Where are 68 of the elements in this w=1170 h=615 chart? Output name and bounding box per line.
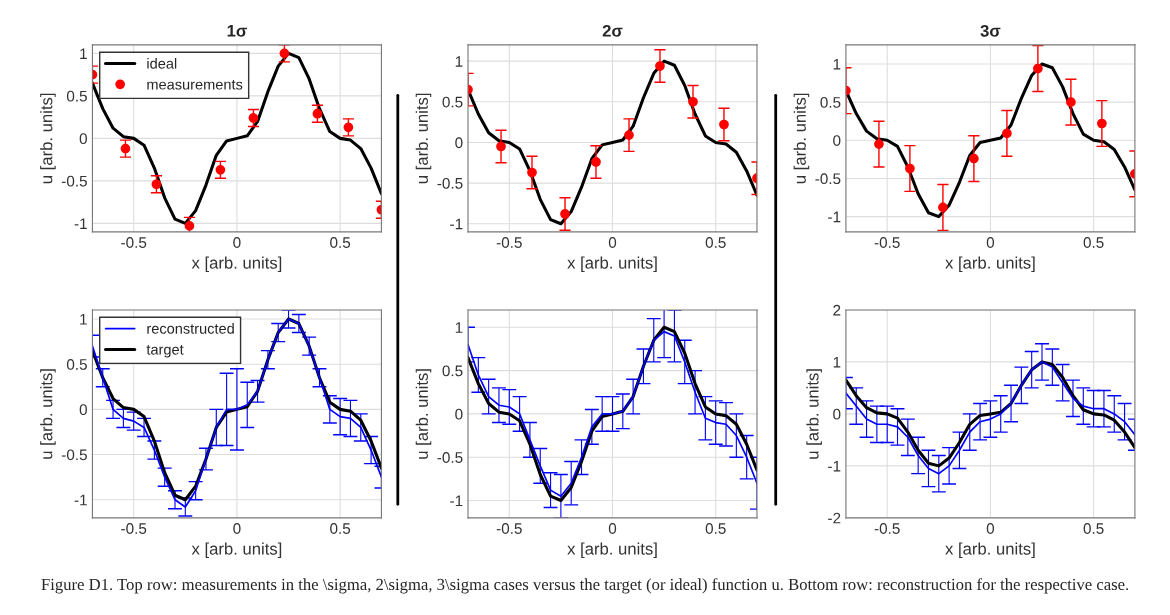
y-axis-title: u [arb. units] [793,93,810,184]
x-axis-title: x [arb. units] [567,542,657,559]
chart-title: 1σ [227,25,247,37]
y-tick-label: 1 [455,322,463,333]
y-tick-label: 0 [455,408,463,420]
chart-title: 2σ [602,24,623,37]
y-tick-label: -0.5 [437,177,463,189]
x-tick-label: -0.5 [496,523,522,534]
x-tick-label: 0.5 [330,523,351,534]
x-tick-label: 0 [233,237,241,248]
x-tick-label: 0 [986,237,995,248]
x-axis-title: x [arb. units] [945,542,1035,559]
x-tick-label: 0.5 [1083,523,1104,534]
x-tick-label: -0.5 [121,523,147,534]
y-tick-label: -0.5 [61,449,87,461]
x-axis-title: x [arb. units] [191,542,282,559]
y-tick-label: 0.5 [820,97,841,108]
legend-label: target [146,345,184,358]
y-tick-label: 2 [833,304,841,316]
y-tick-label: 1 [833,356,841,368]
y-tick-label: -0.5 [815,173,841,185]
legend-label: measurements [147,80,243,90]
x-tick-label: -0.5 [874,523,900,534]
x-tick-label: 0.5 [705,523,726,534]
x-tick-label: 0.5 [1083,237,1104,248]
y-tick-label: 0.5 [66,90,87,102]
y-tick-label: 0.5 [442,365,463,377]
y-tick-label: 0 [833,135,841,146]
x-tick-label: 0 [986,523,995,534]
y-tick-label: 0.5 [442,96,463,108]
legend-label: reconstructed [147,323,234,334]
y-tick-label: -1 [828,460,841,472]
y-tick-label: -0.5 [61,175,87,187]
x-tick-label: 0.5 [705,237,726,248]
y-axis-title: u [arb. units] [806,369,822,459]
legend-label: ideal [147,58,177,69]
x-tick-label: -0.5 [496,237,522,248]
chart-title: 3σ [980,24,1001,37]
y-axis-title: u [arb. units] [415,93,432,184]
y-tick-label: 1 [455,56,463,67]
y-tick-label: 1 [833,59,841,70]
y-tick-label: -1 [74,218,87,229]
x-tick-label: 0 [608,523,617,534]
caption: Figure D1. Top row: measurements in the \sigma, 2\sigma, 3\sigma cases versus the target (or ideal) function u. Bottom row: reconstruction for the respective case. [41,578,1129,594]
y-tick-label: 0 [79,404,87,416]
y-axis-title: u [arb. units] [40,93,56,184]
x-tick-label: 0 [608,237,617,248]
y-tick-label: -1 [450,218,463,230]
x-axis-title: x [arb. units] [945,256,1035,273]
x-axis-title: x [arb. units] [567,256,657,273]
y-tick-label: 0 [833,408,841,420]
y-tick-label: -0.5 [437,452,463,463]
x-axis-title: x [arb. units] [191,256,282,273]
x-tick-label: -0.5 [874,237,900,248]
y-tick-label: 0 [79,133,87,145]
y-axis-title: u [arb. units] [40,369,56,459]
y-tick-label: 0 [455,137,463,149]
x-tick-label: 0.5 [330,237,351,248]
y-tick-label: 0.5 [66,359,87,370]
x-tick-label: -0.5 [121,237,147,248]
y-tick-label: 1 [80,314,87,325]
y-tick-label: 1 [80,48,87,59]
y-axis-title: u [arb. units] [415,369,432,459]
y-tick-label: -1 [450,495,463,507]
y-tick-label: -1 [828,211,841,223]
y-tick-label: -1 [74,494,87,506]
y-tick-label: -2 [828,512,841,524]
x-tick-label: 0 [233,523,241,534]
